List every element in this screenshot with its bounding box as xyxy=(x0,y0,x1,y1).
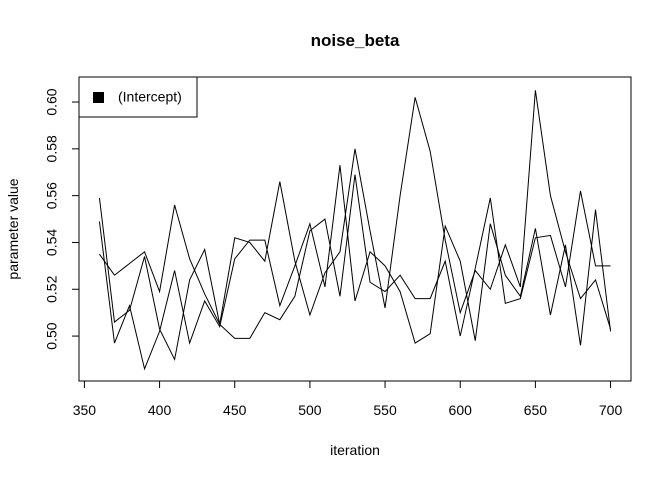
chart-title: noise_beta xyxy=(311,31,400,50)
y-axis-label: parameter value xyxy=(5,178,21,279)
legend-swatch xyxy=(93,92,104,103)
x-tick-label: 550 xyxy=(373,402,397,418)
y-tick-label: 0.56 xyxy=(44,182,60,209)
x-tick-label: 600 xyxy=(449,402,473,418)
y-tick-label: 0.50 xyxy=(44,322,60,349)
x-tick-label: 450 xyxy=(223,402,247,418)
trace-line xyxy=(98,165,612,371)
trace-line xyxy=(98,90,612,362)
y-tick-label: 0.52 xyxy=(44,275,60,302)
x-tick-label: 400 xyxy=(148,402,172,418)
plot-frame xyxy=(78,76,632,382)
trace-line xyxy=(99,174,611,339)
x-tick-label: 500 xyxy=(298,402,322,418)
legend-label: (Intercept) xyxy=(118,89,182,105)
x-axis-label: iteration xyxy=(330,442,380,458)
x-tick-label: 350 xyxy=(73,402,97,418)
x-tick-label: 650 xyxy=(524,402,548,418)
y-tick-label: 0.54 xyxy=(44,229,60,256)
x-tick-label: 700 xyxy=(599,402,623,418)
y-tick-label: 0.60 xyxy=(44,88,60,115)
y-tick-label: 0.58 xyxy=(44,135,60,162)
